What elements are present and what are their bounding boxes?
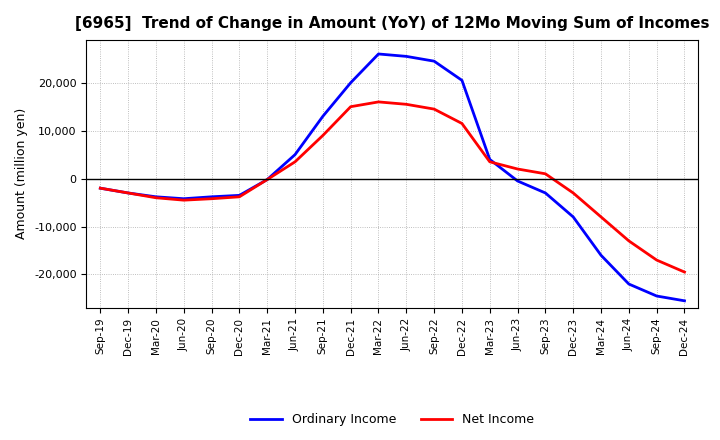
Net Income xyxy=(458,121,467,126)
Ordinary Income xyxy=(569,214,577,220)
Ordinary Income xyxy=(597,253,606,258)
Y-axis label: Amount (million yen): Amount (million yen) xyxy=(16,108,29,239)
Line: Ordinary Income: Ordinary Income xyxy=(100,54,685,301)
Net Income xyxy=(402,102,410,107)
Net Income xyxy=(291,159,300,165)
Net Income xyxy=(152,195,161,200)
Net Income xyxy=(513,166,522,172)
Net Income xyxy=(624,238,633,243)
Net Income xyxy=(346,104,355,109)
Ordinary Income xyxy=(263,177,271,182)
Net Income xyxy=(263,177,271,182)
Net Income xyxy=(652,257,661,263)
Line: Net Income: Net Income xyxy=(100,102,685,272)
Ordinary Income xyxy=(402,54,410,59)
Net Income xyxy=(569,191,577,196)
Ordinary Income xyxy=(207,194,216,199)
Net Income xyxy=(541,171,550,176)
Net Income xyxy=(318,133,327,138)
Ordinary Income xyxy=(541,191,550,196)
Ordinary Income xyxy=(485,157,494,162)
Net Income xyxy=(179,198,188,203)
Net Income xyxy=(597,214,606,220)
Title: [6965]  Trend of Change in Amount (YoY) of 12Mo Moving Sum of Incomes: [6965] Trend of Change in Amount (YoY) o… xyxy=(75,16,710,32)
Legend: Ordinary Income, Net Income: Ordinary Income, Net Income xyxy=(246,408,539,431)
Net Income xyxy=(124,191,132,196)
Ordinary Income xyxy=(680,298,689,304)
Ordinary Income xyxy=(458,78,467,83)
Ordinary Income xyxy=(179,196,188,202)
Ordinary Income xyxy=(318,114,327,119)
Ordinary Income xyxy=(152,194,161,199)
Net Income xyxy=(485,159,494,165)
Ordinary Income xyxy=(346,80,355,85)
Ordinary Income xyxy=(652,293,661,299)
Net Income xyxy=(96,186,104,191)
Ordinary Income xyxy=(124,191,132,196)
Ordinary Income xyxy=(374,51,383,57)
Ordinary Income xyxy=(624,282,633,287)
Ordinary Income xyxy=(96,186,104,191)
Net Income xyxy=(430,106,438,112)
Ordinary Income xyxy=(513,178,522,183)
Ordinary Income xyxy=(430,59,438,64)
Net Income xyxy=(207,196,216,202)
Net Income xyxy=(680,269,689,275)
Ordinary Income xyxy=(291,152,300,157)
Net Income xyxy=(235,194,243,199)
Ordinary Income xyxy=(235,193,243,198)
Net Income xyxy=(374,99,383,105)
